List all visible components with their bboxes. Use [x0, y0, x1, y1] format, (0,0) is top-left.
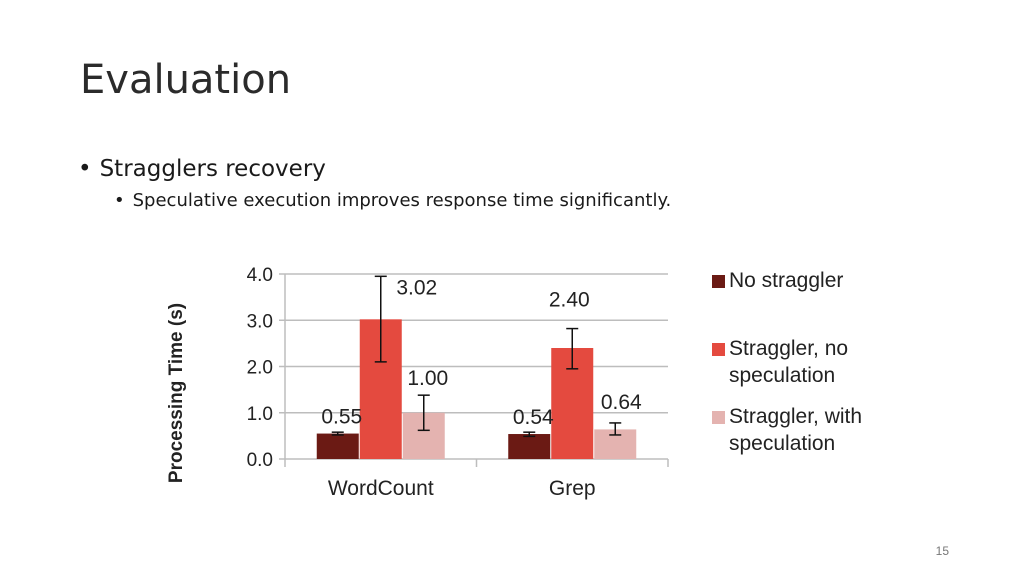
- data-label: 0.54: [513, 406, 554, 429]
- legend-entry: No straggler: [729, 269, 843, 292]
- y-tick-label: 4.0: [247, 265, 273, 286]
- y-tick-label: 2.0: [247, 358, 273, 379]
- x-category-label: WordCount: [328, 477, 434, 500]
- data-label: 2.40: [549, 289, 590, 312]
- x-category-label: Grep: [549, 477, 596, 500]
- bar: [316, 433, 359, 459]
- y-axis-label: Processing Time (s): [166, 303, 187, 483]
- y-tick-label: 0.0: [247, 450, 273, 471]
- data-label: 3.02: [396, 276, 437, 299]
- legend-entry: Straggler, no speculation: [729, 337, 848, 387]
- bar-chart: 0.0 1.0 2.0 3.0 4.0 0.55 3.02 1.00 0.54 2.40 0.64…: [166, 265, 862, 500]
- legend-swatch: [712, 343, 725, 356]
- slide-title: Evaluation: [80, 57, 292, 103]
- bullet-list: • Stragglers recovery • Speculative exec…: [78, 156, 671, 211]
- bullet-item: • Stragglers recovery: [78, 156, 671, 182]
- y-tick-label: 3.0: [247, 311, 273, 332]
- sub-bullet-text: Speculative execution improves response …: [132, 190, 672, 211]
- bullet-dot-icon: •: [78, 156, 92, 182]
- bar: [508, 434, 551, 459]
- sub-bullet-item: • Speculative execution improves respons…: [114, 190, 671, 211]
- legend-swatch: [712, 411, 725, 424]
- legend-swatch: [712, 275, 725, 288]
- data-label: 0.55: [321, 406, 362, 429]
- data-label: 0.64: [601, 391, 642, 414]
- y-tick-label: 1.0: [247, 404, 273, 425]
- chart-container: 0.0 1.0 2.0 3.0 4.0 0.55 3.02 1.00 0.54 2.40 0.64…: [150, 255, 890, 520]
- legend-entry: Straggler, with speculation: [729, 405, 862, 455]
- bullet-dot-icon: •: [114, 190, 125, 211]
- data-label: 1.00: [407, 367, 448, 390]
- page-number: 15: [935, 544, 949, 558]
- bullet-text: Stragglers recovery: [99, 156, 326, 182]
